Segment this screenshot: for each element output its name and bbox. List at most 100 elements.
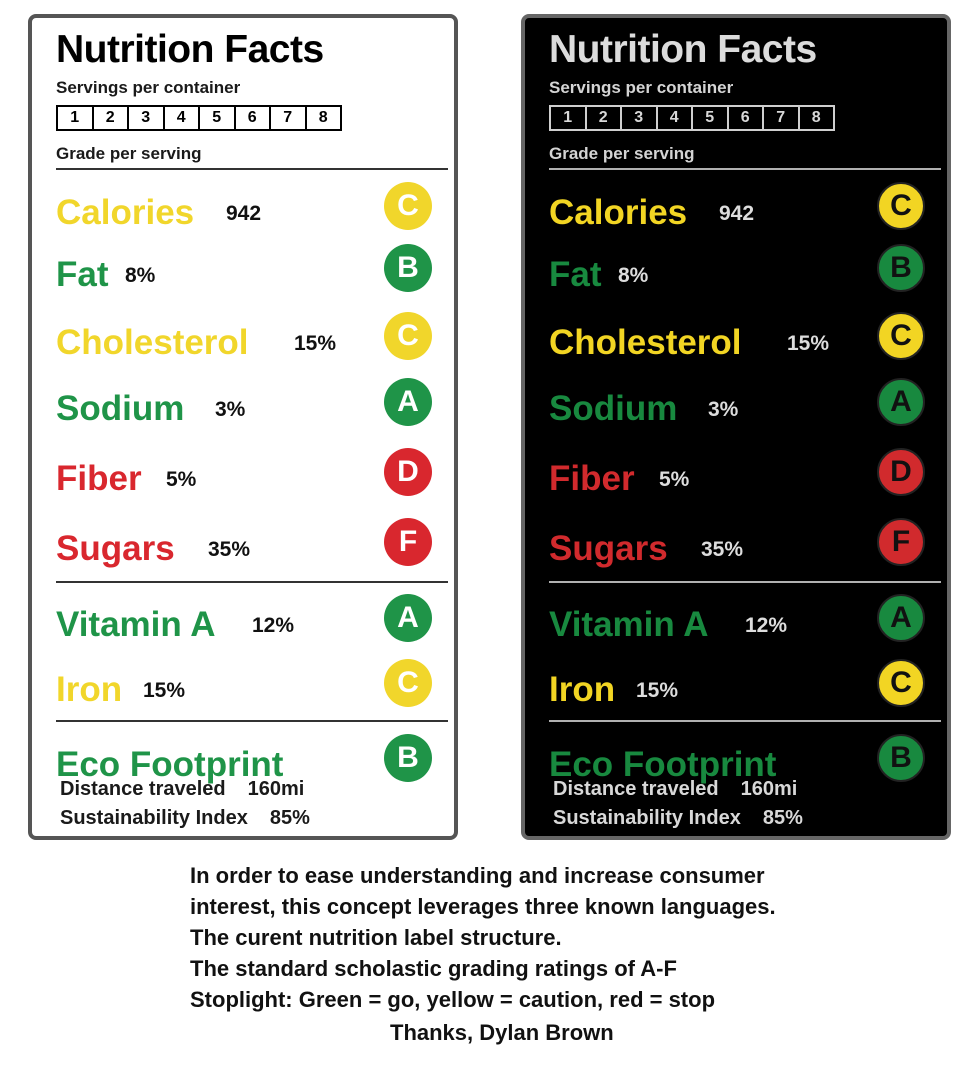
nutrient-amount: 8% — [125, 264, 156, 287]
nutrient-row-sodium: Sodium 3% A — [549, 378, 925, 428]
serving-cell: 5 — [198, 105, 236, 131]
sustainability-value: 85% — [269, 807, 310, 829]
caption-line: The standard scholastic grading ratings … — [190, 956, 677, 981]
nutrient-amount: 15% — [636, 679, 679, 702]
grade-badge: D — [877, 448, 925, 496]
grade-badge: A — [384, 594, 432, 642]
nutrient-row-sugars: Sugars 35% F — [56, 518, 432, 568]
serving-cell: 2 — [91, 105, 129, 131]
grade-badge: B — [877, 734, 925, 782]
serving-cell: 1 — [549, 105, 587, 131]
divider — [56, 168, 448, 170]
serving-cell: 1 — [56, 105, 94, 131]
nutrient-amount: 12% — [252, 614, 295, 637]
nutrient-row-fat: Fat 8% B — [56, 244, 432, 294]
distance-traveled: Distance traveled 160mi — [553, 778, 797, 801]
divider — [56, 720, 448, 722]
serving-cell: 7 — [269, 105, 307, 131]
grade-badge: D — [384, 448, 432, 496]
grade-badge: C — [384, 659, 432, 707]
nutrient-amount: 35% — [701, 538, 744, 561]
servings-selector: 1 2 3 4 5 6 7 8 — [56, 105, 342, 131]
grade-badge: C — [877, 312, 925, 360]
grade-badge: C — [877, 182, 925, 230]
nutrient-amount: 8% — [618, 264, 649, 287]
eco-footprint-row: Eco Footprint B — [56, 734, 432, 784]
serving-cell: 5 — [691, 105, 729, 131]
nutrient-amount: 942 — [719, 202, 755, 225]
nutrient-name: Fiber — [549, 459, 635, 498]
nutrient-name: Fat — [56, 255, 109, 294]
eco-footprint-title: Eco Footprint — [56, 745, 284, 784]
sustainability-label: Sustainability Index — [553, 807, 741, 829]
serving-cell: 8 — [304, 105, 342, 131]
vitamin-row-vitamin-a: Vitamin A 12% A — [56, 594, 432, 644]
signature: Thanks, Dylan Brown — [390, 1020, 614, 1045]
nutrient-row-calories: Calories 942 C — [56, 182, 432, 232]
nutrient-row-fat: Fat 8% B — [549, 244, 925, 294]
nutrient-amount: 3% — [215, 398, 246, 421]
eco-footprint-title: Eco Footprint — [549, 745, 777, 784]
eco-footprint-row: Eco Footprint B — [549, 734, 925, 784]
grade-badge: B — [877, 244, 925, 292]
nutrient-name: Vitamin A — [56, 605, 216, 644]
servings-label: Servings per container — [56, 78, 241, 97]
grade-badge: F — [877, 518, 925, 566]
caption-line: interest, this concept leverages three k… — [190, 894, 776, 919]
serving-cell: 8 — [797, 105, 835, 131]
grade-badge: C — [877, 659, 925, 707]
nutrition-label-light: Nutrition Facts Servings per container 1… — [28, 14, 458, 840]
nutrient-name: Sodium — [56, 389, 185, 428]
divider — [56, 581, 448, 583]
divider — [549, 720, 941, 722]
nutrient-row-sodium: Sodium 3% A — [56, 378, 432, 428]
nutrient-name: Fat — [549, 255, 602, 294]
nutrient-name: Sugars — [56, 529, 175, 568]
serving-cell: 7 — [762, 105, 800, 131]
nutrient-name: Iron — [549, 670, 616, 709]
distance-label: Distance traveled — [60, 778, 226, 800]
serving-cell: 6 — [726, 105, 764, 131]
grade-badge: A — [384, 378, 432, 426]
nutrient-name: Vitamin A — [549, 605, 709, 644]
caption-line: Stoplight: Green = go, yellow = caution,… — [190, 987, 716, 1012]
nutrition-label-dark: Nutrition Facts Servings per container 1… — [521, 14, 951, 840]
divider — [549, 581, 941, 583]
nutrient-amount: 15% — [787, 332, 830, 355]
serving-cell: 3 — [620, 105, 658, 131]
grade-badge: B — [384, 734, 432, 782]
nutrient-name: Sugars — [549, 529, 668, 568]
vitamin-row-vitamin-a: Vitamin A 12% A — [549, 594, 925, 644]
distance-label: Distance traveled — [553, 778, 719, 800]
nutrient-amount: 15% — [294, 332, 337, 355]
serving-cell: 4 — [655, 105, 693, 131]
nutrient-row-fiber: Fiber 5% D — [549, 448, 925, 498]
grade-label: Grade per serving — [56, 144, 202, 163]
nutrient-amount: 3% — [708, 398, 739, 421]
divider — [549, 168, 941, 170]
grade-badge: F — [384, 518, 432, 566]
label-title: Nutrition Facts — [549, 28, 817, 71]
sustainability-label: Sustainability Index — [60, 807, 248, 829]
servings-label: Servings per container — [549, 78, 734, 97]
distance-traveled: Distance traveled 160mi — [60, 778, 304, 801]
label-title: Nutrition Facts — [56, 28, 324, 71]
sustainability-index: Sustainability Index 85% — [553, 807, 803, 830]
caption: In order to ease understanding and incre… — [190, 860, 910, 1015]
serving-cell: 4 — [162, 105, 200, 131]
vitamin-row-iron: Iron 15% C — [549, 659, 925, 709]
nutrient-row-fiber: Fiber 5% D — [56, 448, 432, 496]
sustainability-value: 85% — [762, 807, 803, 829]
nutrient-name: Sodium — [549, 389, 678, 428]
grade-badge: C — [384, 182, 432, 230]
grade-label: Grade per serving — [549, 144, 695, 163]
nutrient-amount: 35% — [208, 538, 251, 561]
nutrient-row-sugars: Sugars 35% F — [549, 518, 925, 568]
nutrient-row-cholesterol: Cholesterol 15% C — [56, 312, 432, 360]
grade-badge: B — [384, 244, 432, 292]
nutrient-name: Calories — [56, 193, 195, 232]
nutrient-name: Calories — [549, 193, 688, 232]
nutrient-row-calories: Calories 942 C — [549, 182, 925, 232]
nutrient-amount: 5% — [659, 468, 690, 491]
serving-cell: 6 — [233, 105, 271, 131]
